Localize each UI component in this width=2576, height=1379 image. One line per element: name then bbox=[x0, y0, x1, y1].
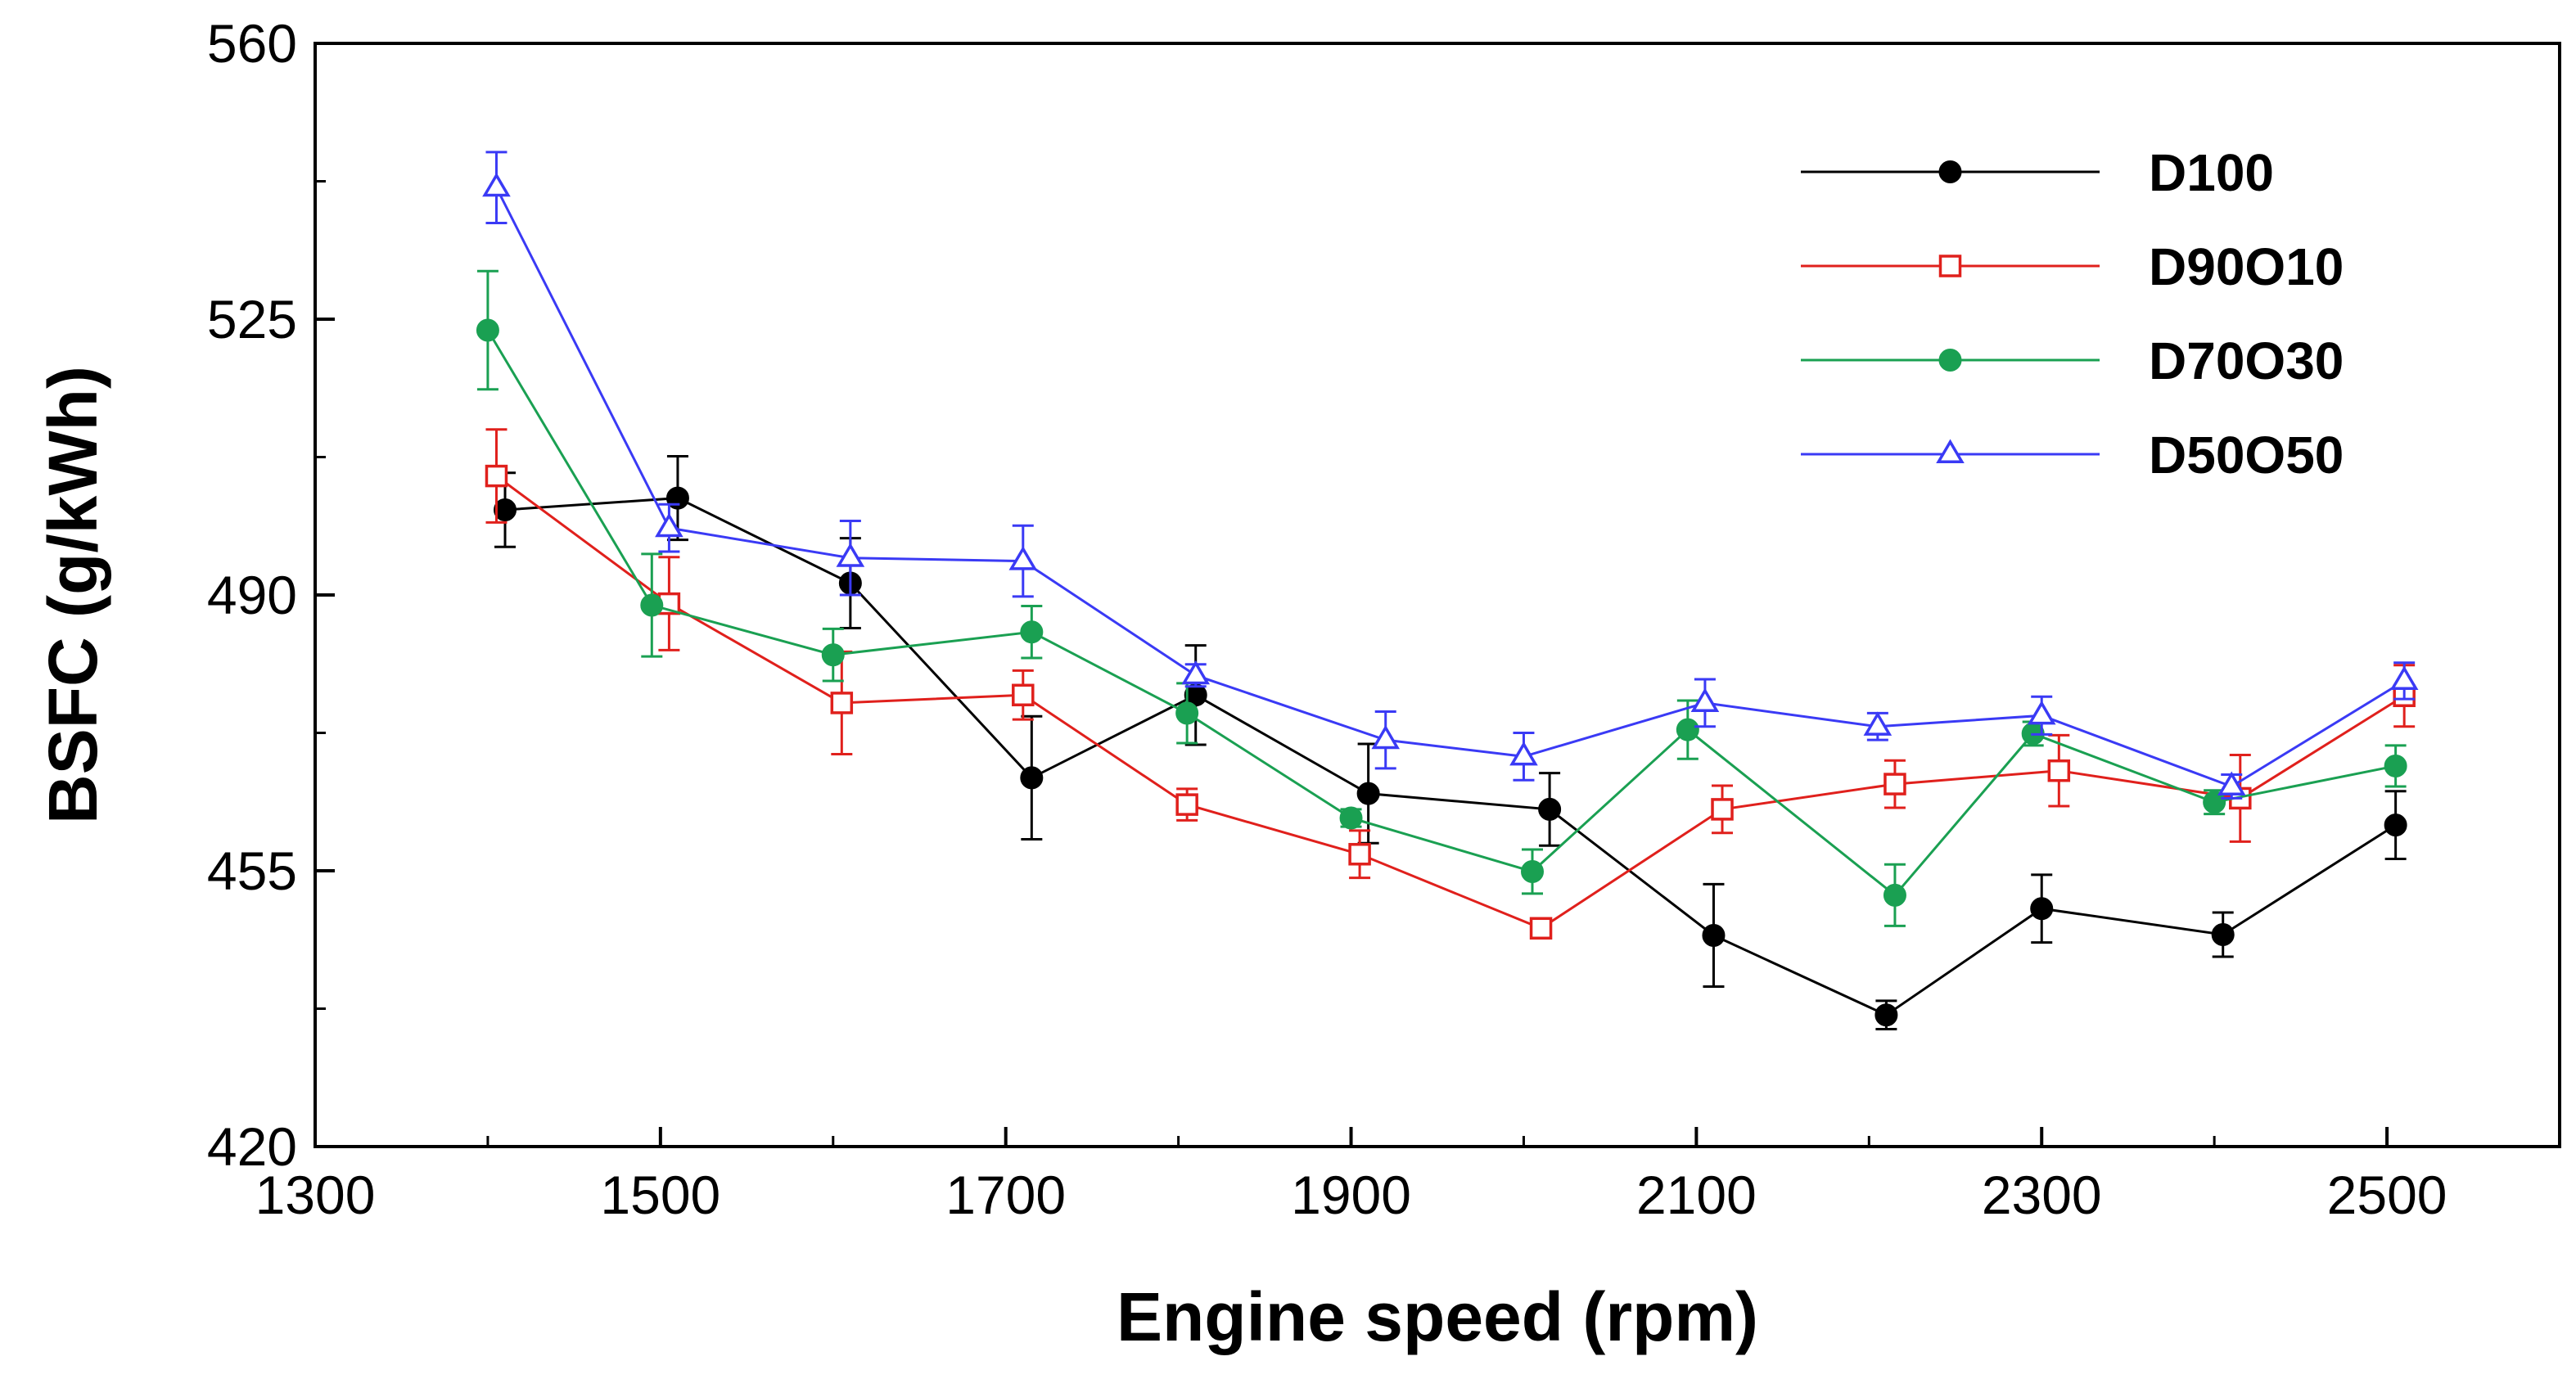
legend-marker-d90o10 bbox=[1938, 255, 1962, 277]
y-tick-label: 455 bbox=[207, 840, 297, 901]
y-axis-title: BSFC (g/kWh) bbox=[34, 366, 111, 824]
data-point-d100 bbox=[2030, 897, 2054, 921]
data-point-d90o10 bbox=[485, 464, 508, 488]
data-point-d50o50 bbox=[1181, 660, 1211, 685]
legend-item-d70o30: D70O30 bbox=[1801, 331, 2344, 390]
data-point-d100 bbox=[1020, 766, 1044, 790]
legend-marker-d50o50 bbox=[1936, 439, 1965, 464]
legend-marker-d100 bbox=[1938, 160, 1962, 183]
data-point-d90o10 bbox=[1348, 843, 1371, 866]
data-point-d70o30 bbox=[476, 318, 499, 342]
data-point-d50o50 bbox=[2027, 700, 2056, 725]
data-point-d70o30 bbox=[2203, 791, 2226, 814]
x-tick-label: 1500 bbox=[600, 1165, 720, 1225]
data-point-d50o50 bbox=[1863, 711, 1893, 736]
data-point-d50o50 bbox=[482, 172, 511, 197]
data-point-d70o30 bbox=[1020, 620, 1044, 644]
data-point-d100 bbox=[2211, 922, 2235, 946]
data-point-d50o50 bbox=[2217, 771, 2246, 796]
data-point-d90o10 bbox=[1884, 773, 1906, 795]
data-point-d90o10 bbox=[1711, 798, 1734, 821]
data-point-d70o30 bbox=[1339, 806, 1363, 830]
data-point-d90o10 bbox=[2047, 759, 2071, 782]
legend-marker-d70o30 bbox=[1938, 349, 1962, 372]
data-point-d70o30 bbox=[2384, 754, 2407, 777]
data-point-d50o50 bbox=[1371, 724, 1401, 750]
x-tick-label: 2100 bbox=[1636, 1165, 1757, 1225]
data-point-d70o30 bbox=[1521, 859, 1545, 883]
series-line-d70o30 bbox=[486, 329, 2396, 897]
data-point-d50o50 bbox=[2389, 665, 2419, 691]
ticks-layer: 1300 1500 1700 1900 2100 2300 2500 420 455 490 525… bbox=[207, 13, 2447, 1225]
series-d90o10 bbox=[485, 428, 2416, 940]
x-tick-label: 1300 bbox=[255, 1165, 376, 1225]
data-point-d100 bbox=[2384, 813, 2407, 837]
data-point-d50o50 bbox=[1509, 741, 1538, 766]
series-line-d100 bbox=[504, 497, 2397, 1016]
legend-item-d90o10: D90O10 bbox=[1801, 237, 2344, 296]
data-point-d100 bbox=[494, 498, 517, 522]
data-point-d70o30 bbox=[1175, 701, 1199, 725]
data-point-d90o10 bbox=[1175, 793, 1198, 816]
data-point-d90o10 bbox=[1529, 917, 1553, 940]
data-point-d70o30 bbox=[1883, 883, 1906, 907]
x-axis-title: Engine speed (rpm) bbox=[1117, 1278, 1758, 1355]
x-tick-label: 1900 bbox=[1291, 1165, 1411, 1225]
series-d70o30 bbox=[476, 269, 2407, 927]
data-point-d50o50 bbox=[1690, 687, 1720, 712]
series-d100 bbox=[494, 455, 2407, 1031]
legend-item-d50o50: D50O50 bbox=[1801, 426, 2344, 484]
y-tick-label: 560 bbox=[207, 13, 297, 74]
legend-label-d90o10: D90O10 bbox=[2149, 237, 2344, 296]
legend-item-d100: D100 bbox=[1801, 143, 2274, 202]
data-point-d50o50 bbox=[836, 543, 865, 567]
data-point-d100 bbox=[1538, 797, 1562, 821]
y-tick-label: 525 bbox=[207, 289, 297, 349]
data-point-d100 bbox=[1356, 782, 1380, 805]
legend-label-d50o50: D50O50 bbox=[2149, 426, 2344, 484]
data-point-d100 bbox=[1874, 1003, 1898, 1027]
series-layer bbox=[476, 151, 2419, 1031]
data-point-d90o10 bbox=[830, 692, 854, 714]
x-tick-label: 1700 bbox=[945, 1165, 1066, 1225]
data-point-d70o30 bbox=[821, 643, 845, 667]
legend-label-d100: D100 bbox=[2149, 143, 2274, 202]
y-tick-label: 420 bbox=[207, 1116, 297, 1177]
data-point-d50o50 bbox=[655, 512, 683, 538]
x-tick-label: 2500 bbox=[2327, 1165, 2447, 1225]
y-tick-label: 490 bbox=[207, 565, 297, 625]
legend: D100 D90O10 D70O30 D50O50 bbox=[1801, 143, 2344, 484]
legend-label-d70o30: D70O30 bbox=[2149, 331, 2344, 390]
data-point-d70o30 bbox=[1676, 718, 1699, 741]
data-point-d100 bbox=[1702, 923, 1726, 947]
series-d50o50 bbox=[482, 151, 2419, 800]
series-line-d90o10 bbox=[495, 475, 2405, 930]
data-point-d70o30 bbox=[640, 593, 664, 617]
x-tick-label: 2300 bbox=[1982, 1165, 2102, 1225]
data-point-d50o50 bbox=[1008, 546, 1038, 570]
series-line-d50o50 bbox=[495, 187, 2405, 788]
data-point-d90o10 bbox=[1012, 683, 1035, 707]
